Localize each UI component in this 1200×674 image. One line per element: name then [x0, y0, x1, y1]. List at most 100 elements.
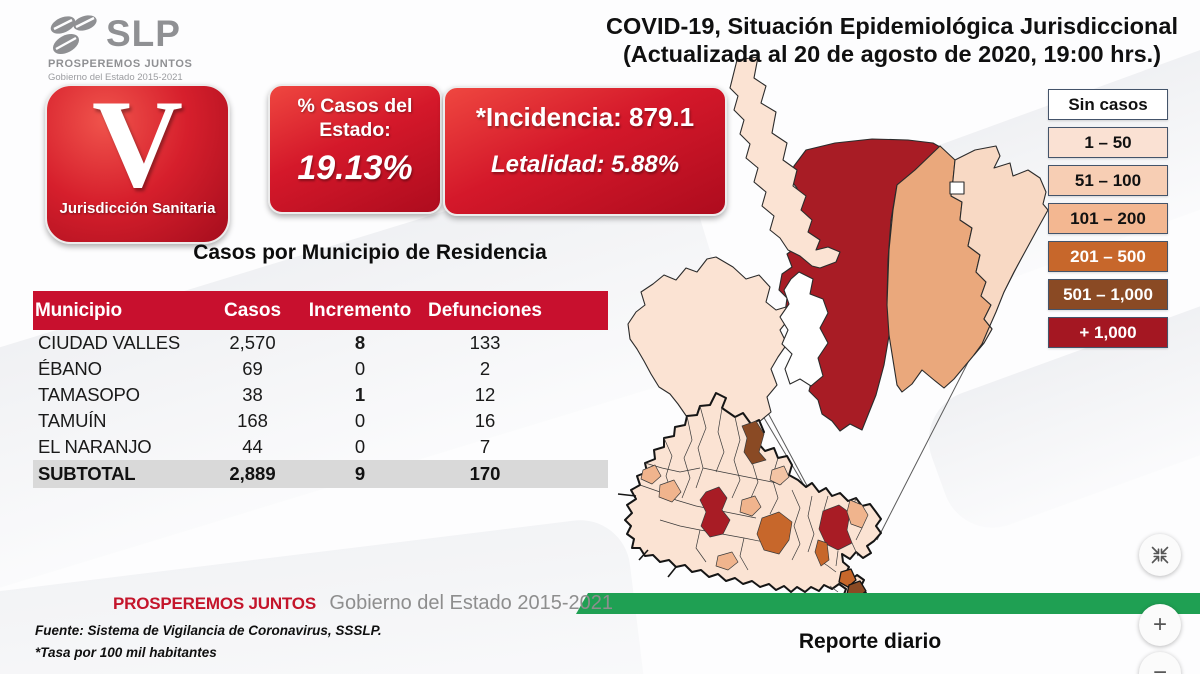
pct-value: 19.13% [297, 149, 413, 187]
legend-item-201-500: 201 – 500 [1048, 241, 1168, 272]
state-patch-salmon-2 [640, 464, 662, 485]
legend-item-1-50: 1 – 50 [1048, 127, 1168, 158]
slp-logo-icon [50, 15, 97, 54]
table-header-row: Municipio Casos Incremento Defunciones [33, 291, 608, 330]
table-title: Casos por Municipio de Residencia [193, 241, 547, 264]
cell-defunciones: 7 [479, 436, 491, 457]
zoom-in-button[interactable]: + [1139, 604, 1181, 646]
jurisdiction-map [617, 56, 1049, 603]
cell-incremento: 1 [354, 384, 366, 405]
incidence-value: *Incidencia: 879.1 [475, 102, 695, 132]
legend-item-51-100: 51 – 100 [1048, 165, 1168, 196]
zoom-out-button[interactable]: − [1139, 652, 1181, 674]
table-subtotal-row: SUBTOTAL 2,889 9 170 [33, 460, 608, 488]
cell-casos: 38 [242, 384, 263, 405]
legend-item-501-1000: 501 – 1,000 [1048, 279, 1168, 310]
cell-subtotal-label: SUBTOTAL [38, 463, 136, 484]
incidence-lethality-box: *Incidencia: 879.1 Letalidad: 5.88% [443, 86, 727, 216]
cell-defunciones: 2 [479, 358, 491, 379]
logo-tagline: PROSPEREMOS JUNTOS [48, 58, 193, 70]
legend-label: 1 – 50 [1084, 132, 1132, 152]
table-row: EL NARANJO 44 0 7 [33, 434, 608, 460]
footer-brand-red: PROSPEREMOS JUNTOS [113, 594, 316, 613]
cell-casos: 2,570 [229, 332, 276, 353]
cell-municipio: CIUDAD VALLES [38, 332, 181, 353]
minus-icon: − [1152, 659, 1167, 674]
jurisdiction-badge: V Jurisdicción Sanitaria [45, 75, 230, 244]
cell-defunciones: 133 [469, 332, 501, 353]
footer-brand-gray: Gobierno del Estado 2015-2021 [329, 592, 613, 614]
pct-label-line2: Estado: [319, 119, 391, 141]
title-line-2: (Actualizada al 20 de agosto de 2020, 19… [622, 41, 1162, 67]
source-line-1: Fuente: Sistema de Vigilancia de Coronav… [35, 623, 382, 638]
cell-municipio: TAMUÍN [38, 410, 107, 431]
state-patch-salmon-3 [739, 495, 762, 517]
table-row: ÉBANO 69 0 2 [33, 356, 608, 382]
lethality-value: Letalidad: 5.88% [490, 151, 680, 178]
state-patch-capital-red [699, 486, 731, 538]
footer-brand: PROSPEREMOS JUNTOS Gobierno del Estado 2… [113, 592, 613, 615]
cell-municipio: EL NARANJO [38, 436, 152, 457]
slp-logo-text: SLP [106, 13, 181, 54]
cell-defunciones: 16 [474, 410, 496, 431]
cell-casos: 69 [242, 358, 263, 379]
state-patch-orange-strip [814, 539, 830, 567]
cell-casos: 168 [237, 410, 268, 431]
compress-icon [1151, 546, 1169, 564]
fit-to-screen-button[interactable] [1139, 534, 1181, 576]
state-patch-peach-mid [769, 465, 790, 486]
cell-incremento: 8 [354, 332, 366, 353]
source-note: Fuente: Sistema de Vigilancia de Coronav… [35, 620, 382, 664]
state-inset-map [617, 392, 882, 603]
cell-incremento: 0 [354, 410, 366, 431]
legend-label: Sin casos [1068, 94, 1148, 114]
state-cases-share-box: % Casos del Estado: 19.13% [268, 84, 442, 214]
legend-item-sin-casos: Sin casos [1048, 89, 1168, 120]
map-border-notch [949, 181, 965, 195]
col-incremento: Incremento [308, 299, 412, 321]
state-patch-orange [756, 511, 793, 555]
table-row: TAMASOPO 38 1 12 [33, 382, 608, 408]
pct-label-line1: % Casos del [297, 95, 413, 117]
legend-label: 51 – 100 [1074, 170, 1142, 190]
legend-label: 201 – 500 [1070, 246, 1146, 266]
map-region-ebano [950, 145, 1049, 356]
cell-subtotal-defunciones: 170 [469, 463, 501, 484]
table-row: CIUDAD VALLES 2,570 8 133 [33, 330, 608, 356]
cell-subtotal-casos: 2,889 [229, 463, 276, 484]
state-patch-salmon-1 [658, 479, 682, 503]
state-patch-salmon-east [846, 499, 869, 529]
legend-label: 501 – 1,000 [1063, 284, 1153, 304]
table-row: TAMUÍN 168 0 16 [33, 408, 608, 434]
cell-subtotal-incremento: 9 [354, 463, 366, 484]
jurisdiction-letter: V [92, 75, 183, 214]
col-municipio: Municipio [35, 299, 122, 321]
logo-subtitle: Gobierno del Estado 2015-2021 [48, 72, 183, 83]
source-line-2: *Tasa por 100 mil habitantes [35, 645, 217, 660]
cell-casos: 44 [242, 436, 263, 457]
cell-municipio: TAMASOPO [38, 384, 140, 405]
cell-incremento: 0 [354, 436, 366, 457]
map-legend: Sin casos 1 – 50 51 – 100 101 – 200 201 … [1048, 89, 1168, 355]
map-region-no-cases-enclave [779, 271, 829, 387]
state-patch-brown [741, 420, 767, 465]
cell-incremento: 0 [354, 358, 366, 379]
legend-item-101-200: 101 – 200 [1048, 203, 1168, 234]
page-title: COVID-19, Situación Epidemiológica Juris… [592, 12, 1192, 68]
jurisdiction-label: Jurisdicción Sanitaria [59, 200, 216, 217]
legend-label: 101 – 200 [1070, 208, 1146, 228]
state-patch-salmon-4 [715, 551, 739, 571]
report-type-label: Reporte diario [798, 630, 942, 653]
legend-item-1000-plus: + 1,000 [1048, 317, 1168, 348]
slp-logo: SLP PROSPEREMOS JUNTOS Gobierno del Esta… [48, 13, 228, 84]
cell-municipio: ÉBANO [38, 358, 102, 379]
cases-table: Municipio Casos Incremento Defunciones C… [33, 291, 608, 488]
plus-icon: + [1152, 611, 1167, 638]
map-region-el-naranjo [729, 56, 841, 269]
legend-label: + 1,000 [1079, 322, 1137, 342]
state-patch-valles-red [818, 504, 853, 551]
col-defunciones: Defunciones [427, 299, 543, 321]
state-border-spikes [617, 493, 677, 578]
cell-defunciones: 12 [474, 384, 496, 405]
